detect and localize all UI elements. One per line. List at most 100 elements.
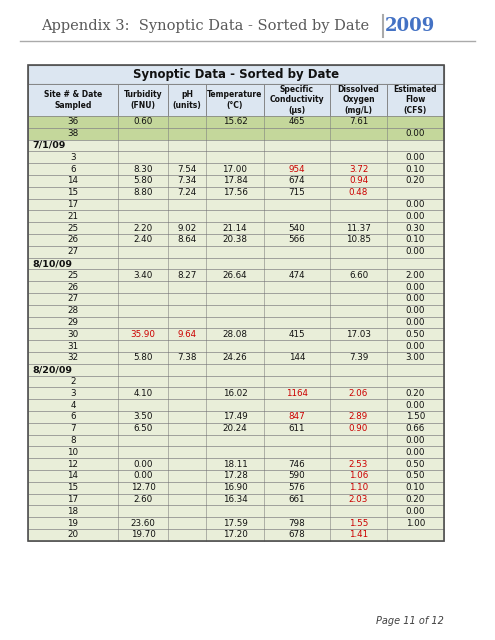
Bar — [28, 222, 444, 234]
Bar — [28, 187, 444, 198]
Text: Turbidity
(FNU): Turbidity (FNU) — [124, 90, 162, 109]
Text: 3.00: 3.00 — [406, 353, 425, 362]
Text: 20.24: 20.24 — [223, 424, 248, 433]
Text: 28: 28 — [67, 306, 79, 316]
Text: 27: 27 — [67, 294, 79, 303]
Text: 15.62: 15.62 — [223, 117, 248, 126]
Text: 7.54: 7.54 — [177, 164, 197, 173]
Text: 8.27: 8.27 — [177, 271, 197, 280]
Bar — [28, 458, 444, 470]
Text: 2.20: 2.20 — [133, 223, 152, 232]
Text: Dissolved
Oxygen
(mg/L): Dissolved Oxygen (mg/L) — [338, 85, 379, 115]
Text: 7.34: 7.34 — [177, 177, 197, 186]
Bar — [28, 269, 444, 281]
Text: 36: 36 — [67, 117, 79, 126]
Text: 0.00: 0.00 — [406, 212, 425, 221]
Text: 1.00: 1.00 — [406, 518, 425, 527]
Text: 8/10/09: 8/10/09 — [32, 259, 72, 268]
Text: 10: 10 — [67, 448, 79, 457]
Text: 2.89: 2.89 — [349, 412, 368, 421]
Text: 3: 3 — [70, 153, 76, 162]
Bar — [28, 399, 444, 411]
Text: 474: 474 — [289, 271, 305, 280]
Text: 465: 465 — [289, 117, 305, 126]
Bar — [118, 84, 168, 116]
Text: 16.02: 16.02 — [223, 389, 248, 398]
Text: 28.08: 28.08 — [222, 330, 248, 339]
Text: 27: 27 — [67, 247, 79, 256]
Text: 0.00: 0.00 — [406, 153, 425, 162]
Bar — [28, 435, 444, 447]
Text: 0.00: 0.00 — [406, 200, 425, 209]
Text: 0.30: 0.30 — [406, 223, 425, 232]
Bar — [28, 84, 118, 116]
Text: 11.37: 11.37 — [346, 223, 371, 232]
Text: 0.60: 0.60 — [133, 117, 152, 126]
Text: 4: 4 — [70, 401, 76, 410]
Text: 4.10: 4.10 — [133, 389, 152, 398]
Text: 14: 14 — [67, 472, 79, 481]
Text: 15: 15 — [67, 188, 79, 197]
Text: 5.80: 5.80 — [133, 353, 153, 362]
Text: 0.10: 0.10 — [406, 164, 425, 173]
Text: Site # & Date
Sampled: Site # & Date Sampled — [44, 90, 102, 109]
Text: 0.10: 0.10 — [406, 483, 425, 492]
Bar — [28, 305, 444, 317]
Text: 1.50: 1.50 — [406, 412, 425, 421]
Bar — [28, 175, 444, 187]
Text: 17.84: 17.84 — [223, 177, 248, 186]
Bar — [28, 293, 444, 305]
Bar — [28, 163, 444, 175]
Text: 674: 674 — [289, 177, 305, 186]
Text: 954: 954 — [289, 164, 305, 173]
Text: 17.59: 17.59 — [223, 518, 248, 527]
Text: 0.50: 0.50 — [406, 330, 425, 339]
Text: 6: 6 — [70, 412, 76, 421]
Text: 0.00: 0.00 — [406, 306, 425, 316]
Text: 0.00: 0.00 — [406, 318, 425, 327]
Text: 25: 25 — [67, 271, 79, 280]
Text: 1164: 1164 — [286, 389, 308, 398]
Text: 2.06: 2.06 — [349, 389, 368, 398]
Text: 1.06: 1.06 — [349, 472, 368, 481]
Bar — [28, 328, 444, 340]
Text: 144: 144 — [289, 353, 305, 362]
Bar — [28, 411, 444, 423]
Text: 17: 17 — [67, 495, 79, 504]
Bar — [28, 234, 444, 246]
Text: 30: 30 — [67, 330, 79, 339]
Text: 590: 590 — [289, 472, 305, 481]
Text: 3.50: 3.50 — [133, 412, 153, 421]
Bar — [28, 65, 444, 84]
Bar — [28, 517, 444, 529]
Text: Specific
Conductivity
(μs): Specific Conductivity (μs) — [270, 85, 324, 115]
Bar — [28, 211, 444, 222]
Text: 0.00: 0.00 — [406, 294, 425, 303]
Text: 12: 12 — [67, 460, 79, 468]
Bar — [28, 447, 444, 458]
Text: 0.00: 0.00 — [133, 472, 153, 481]
Text: 9.02: 9.02 — [177, 223, 197, 232]
Bar — [28, 246, 444, 258]
Text: 611: 611 — [289, 424, 305, 433]
Text: 5.80: 5.80 — [133, 177, 153, 186]
Bar — [28, 140, 444, 152]
Text: 8.80: 8.80 — [133, 188, 153, 197]
Text: 2.60: 2.60 — [133, 495, 152, 504]
Bar — [28, 493, 444, 506]
Bar — [28, 376, 444, 387]
Text: 415: 415 — [289, 330, 305, 339]
Text: 26.64: 26.64 — [223, 271, 248, 280]
Text: Synoptic Data - Sorted by Date: Synoptic Data - Sorted by Date — [133, 68, 339, 81]
Bar — [28, 482, 444, 493]
Text: 715: 715 — [289, 188, 305, 197]
Text: 17.56: 17.56 — [223, 188, 248, 197]
Bar — [387, 84, 444, 116]
Text: 6.60: 6.60 — [349, 271, 368, 280]
Bar — [206, 84, 264, 116]
Text: 2009: 2009 — [385, 17, 435, 35]
Text: 2.40: 2.40 — [133, 236, 152, 244]
Text: 26: 26 — [67, 236, 79, 244]
Text: 8.64: 8.64 — [177, 236, 197, 244]
Bar — [28, 529, 444, 541]
